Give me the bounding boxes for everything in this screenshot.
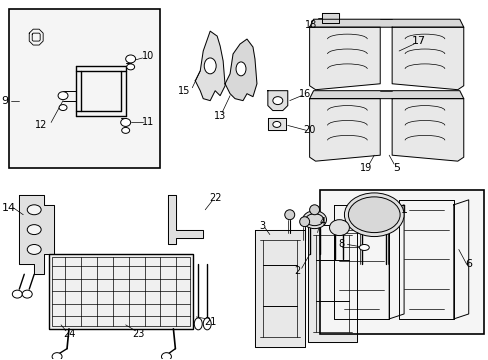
Polygon shape bbox=[309, 91, 463, 99]
Ellipse shape bbox=[302, 211, 326, 229]
Text: 4: 4 bbox=[319, 217, 325, 227]
Ellipse shape bbox=[203, 318, 211, 330]
Ellipse shape bbox=[125, 55, 135, 63]
Text: 13: 13 bbox=[214, 111, 226, 121]
Text: 16: 16 bbox=[298, 89, 310, 99]
Text: 11: 11 bbox=[142, 117, 154, 127]
Ellipse shape bbox=[359, 244, 368, 251]
Text: 7: 7 bbox=[338, 220, 344, 230]
Ellipse shape bbox=[27, 225, 41, 235]
Ellipse shape bbox=[58, 92, 68, 100]
Ellipse shape bbox=[309, 205, 319, 215]
Polygon shape bbox=[309, 19, 463, 27]
Ellipse shape bbox=[272, 121, 280, 127]
Text: 10: 10 bbox=[142, 51, 154, 61]
Ellipse shape bbox=[284, 210, 294, 220]
Polygon shape bbox=[254, 230, 304, 347]
Text: 14: 14 bbox=[1, 203, 16, 213]
Polygon shape bbox=[195, 31, 224, 100]
Ellipse shape bbox=[121, 118, 130, 126]
Polygon shape bbox=[398, 200, 453, 319]
Text: 3: 3 bbox=[258, 221, 264, 231]
Ellipse shape bbox=[27, 205, 41, 215]
Text: 8: 8 bbox=[338, 239, 344, 249]
Ellipse shape bbox=[126, 64, 134, 70]
Polygon shape bbox=[267, 118, 285, 130]
Ellipse shape bbox=[359, 227, 368, 233]
Ellipse shape bbox=[122, 127, 129, 133]
Ellipse shape bbox=[344, 193, 403, 237]
Ellipse shape bbox=[194, 318, 202, 330]
Polygon shape bbox=[168, 195, 203, 244]
Text: 19: 19 bbox=[360, 163, 372, 173]
Text: 18: 18 bbox=[305, 20, 317, 30]
Ellipse shape bbox=[161, 353, 171, 360]
Text: 24: 24 bbox=[62, 329, 75, 339]
Ellipse shape bbox=[305, 214, 323, 226]
Polygon shape bbox=[224, 39, 256, 100]
Ellipse shape bbox=[347, 197, 399, 233]
Text: 21: 21 bbox=[203, 317, 216, 327]
Text: 12: 12 bbox=[35, 121, 47, 130]
Text: 23: 23 bbox=[132, 329, 144, 339]
Text: 15: 15 bbox=[178, 86, 190, 96]
Ellipse shape bbox=[22, 290, 32, 298]
Text: 5: 5 bbox=[393, 163, 400, 173]
Polygon shape bbox=[391, 99, 463, 161]
Ellipse shape bbox=[204, 58, 216, 74]
Ellipse shape bbox=[12, 290, 22, 298]
Ellipse shape bbox=[27, 244, 41, 255]
Polygon shape bbox=[334, 205, 388, 319]
Bar bbox=[52, 257, 190, 326]
Bar bbox=[9, 9, 160, 168]
Bar bbox=[49, 255, 193, 329]
Text: 20: 20 bbox=[303, 125, 315, 135]
Polygon shape bbox=[391, 27, 463, 90]
Polygon shape bbox=[453, 200, 468, 319]
Text: 22: 22 bbox=[208, 193, 221, 203]
Text: 9: 9 bbox=[1, 96, 8, 105]
Polygon shape bbox=[309, 99, 380, 161]
Text: 2: 2 bbox=[294, 266, 300, 276]
Text: 6: 6 bbox=[464, 259, 471, 269]
Polygon shape bbox=[321, 13, 339, 23]
Ellipse shape bbox=[236, 62, 245, 76]
Polygon shape bbox=[267, 91, 287, 111]
Bar bbox=[319, 190, 483, 334]
Ellipse shape bbox=[299, 217, 309, 227]
Ellipse shape bbox=[52, 353, 62, 360]
Ellipse shape bbox=[59, 105, 67, 111]
Polygon shape bbox=[388, 205, 403, 319]
Ellipse shape bbox=[272, 96, 282, 105]
Polygon shape bbox=[49, 255, 193, 329]
Ellipse shape bbox=[329, 220, 349, 235]
Text: 1: 1 bbox=[400, 205, 407, 215]
Polygon shape bbox=[307, 225, 357, 342]
Text: 17: 17 bbox=[411, 36, 425, 46]
Polygon shape bbox=[19, 195, 54, 274]
Polygon shape bbox=[309, 27, 380, 90]
